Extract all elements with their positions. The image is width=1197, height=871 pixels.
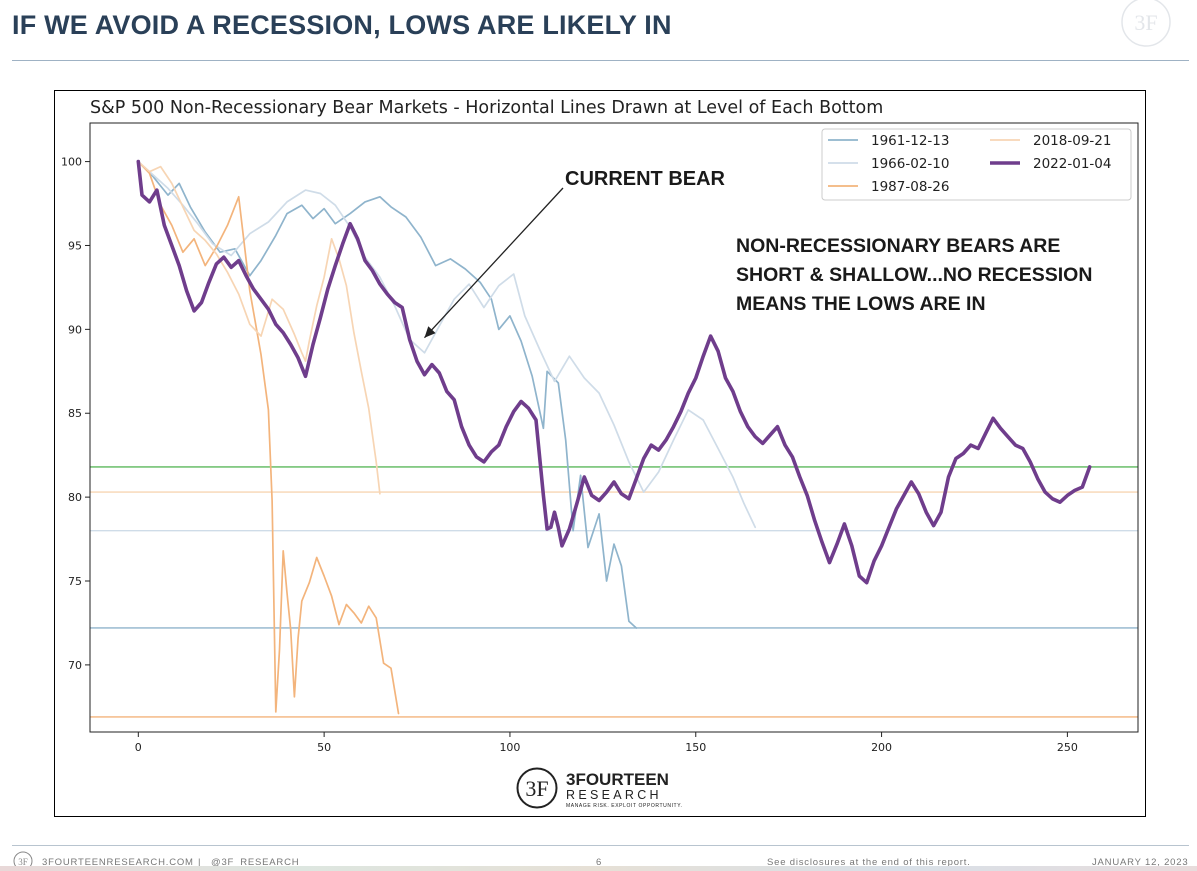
brand-logo: 3F 3FOURTEEN RESEARCH MANAGE RISK. EXPLO… <box>516 767 683 809</box>
x-tick-label-150: 150 <box>685 741 706 754</box>
current-bear-arrow-head <box>424 326 436 338</box>
footer-color-strip <box>0 866 1197 871</box>
note-line-2: SHORT & SHALLOW...NO RECESSION <box>736 264 1092 286</box>
footer-handle-link[interactable]: @3F_RESEARCH <box>211 857 300 868</box>
legend-label-2022-01-04: 2022-01-04 <box>1033 156 1111 172</box>
series-line-1961-12-13 <box>137 160 638 629</box>
footer-page-number: 6 <box>596 857 603 868</box>
note-line-1: NON-RECESSIONARY BEARS ARE <box>736 235 1060 257</box>
y-tick-label-85: 85 <box>68 407 82 420</box>
brand-logo-icon <box>516 767 558 809</box>
corner-logo-mark: 3F <box>1134 10 1157 35</box>
footer-logo-mark: 3F <box>18 857 28 867</box>
x-tick-label-100: 100 <box>499 741 520 754</box>
series-line-2022-01-04 <box>136 159 1092 585</box>
slide-title: IF WE AVOID A RECESSION, LOWS ARE LIKELY… <box>12 10 672 40</box>
y-tick-label-95: 95 <box>68 239 82 252</box>
x-tick-label-50: 50 <box>317 741 331 754</box>
legend-box <box>821 128 1132 201</box>
brand-name: 3FOURTEEN <box>566 770 669 789</box>
x-tick-label-0: 0 <box>135 741 142 754</box>
x-tick-label-250: 250 <box>1057 741 1078 754</box>
brand-sub: RESEARCH <box>566 788 662 802</box>
y-tick-label-100: 100 <box>61 156 82 169</box>
chart-title: S&P 500 Non-Recessionary Bear Markets - … <box>90 98 883 118</box>
series-line-2018-09-21 <box>137 160 381 495</box>
series-line-1987-08-26 <box>137 160 400 715</box>
y-tick-label-70: 70 <box>68 659 82 672</box>
y-tick-label-75: 75 <box>68 575 82 588</box>
legend-label-1961-12-13: 1961-12-13 <box>871 133 949 149</box>
y-tick-label-90: 90 <box>68 323 82 336</box>
current-bear-arrow-line <box>423 187 564 339</box>
footer-date: JANUARY 12, 2023 <box>1092 857 1189 868</box>
x-tick-label-200: 200 <box>871 741 892 754</box>
footer-separator: | <box>198 857 202 868</box>
legend-label-1966-02-10: 1966-02-10 <box>871 156 949 172</box>
y-tick-label-80: 80 <box>68 491 82 504</box>
title-divider <box>12 60 1189 61</box>
series-line-1966-02-10 <box>137 160 757 529</box>
legend-label-1987-08-26: 1987-08-26 <box>871 179 949 195</box>
brand-logo-mark: 3F <box>525 776 548 801</box>
corner-logo-icon: 3F <box>1121 0 1171 47</box>
legend-label-2018-09-21: 2018-09-21 <box>1033 133 1111 149</box>
footer-divider <box>12 845 1189 846</box>
footer-site-link[interactable]: 3FOURTEENRESEARCH.COM <box>42 857 194 868</box>
note-line-3: MEANS THE LOWS ARE IN <box>736 293 986 315</box>
plot-area-border <box>89 122 1139 733</box>
brand-tagline: MANAGE RISK. EXPLOIT OPPORTUNITY. <box>566 803 683 809</box>
current-bear-label: CURRENT BEAR <box>565 168 726 190</box>
footer-disclosure: See disclosures at the end of this repor… <box>767 857 971 868</box>
